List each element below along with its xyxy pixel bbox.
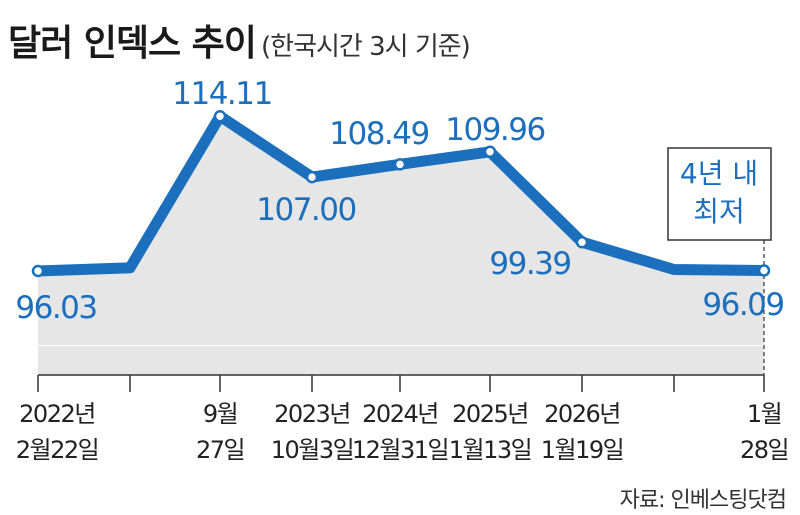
- plot-bottom-band: [38, 346, 764, 375]
- x-tick-label: 27일: [196, 436, 244, 464]
- x-tick-label: 2023년: [274, 400, 350, 428]
- annotation-text: 최저: [693, 195, 745, 228]
- x-tick-label: 2월22일: [16, 436, 98, 464]
- data-point-marker: [31, 264, 45, 278]
- x-tick-label: 9월: [203, 400, 237, 428]
- data-label: 109.96: [445, 112, 544, 148]
- x-tick-label: 2025년: [452, 400, 528, 428]
- chart-title: 달러 인덱스 추이 (한국시간 3시 기준): [8, 14, 471, 66]
- data-point-marker: [393, 158, 407, 171]
- title-main: 달러 인덱스 추이: [8, 23, 257, 64]
- x-tick-label: 2024년: [362, 400, 438, 428]
- x-tick-label: 1월: [747, 400, 781, 428]
- area-fill: [38, 116, 764, 345]
- data-label: 99.39: [489, 246, 570, 282]
- annotation-box: [667, 147, 772, 241]
- annotation-text: 4년 내: [680, 157, 758, 190]
- data-label: 96.03: [15, 290, 96, 326]
- x-tick-label: 1월19일: [541, 436, 623, 464]
- x-tick-label: 2026년: [544, 400, 620, 428]
- data-point-marker: [305, 170, 319, 184]
- data-point-marker: [213, 109, 227, 123]
- data-point-marker: [757, 264, 771, 277]
- data-point-marker: [483, 145, 497, 159]
- source-note: 자료: 인베스팅닷컴: [619, 488, 787, 513]
- x-tick-label: 12월31일: [352, 436, 448, 464]
- x-tick-label: 2022년: [19, 400, 95, 428]
- x-tick-label: 28일: [740, 436, 788, 464]
- x-tick-label: 10월3일: [271, 436, 353, 464]
- data-point-marker: [575, 235, 589, 249]
- title-subtitle: (한국시간 3시 기준): [261, 32, 471, 62]
- data-label: 108.49: [329, 116, 428, 152]
- data-label: 96.09: [702, 287, 783, 323]
- data-label: 114.11: [172, 76, 271, 112]
- data-label: 107.00: [256, 192, 355, 228]
- x-tick-label: 1월13일: [449, 436, 531, 464]
